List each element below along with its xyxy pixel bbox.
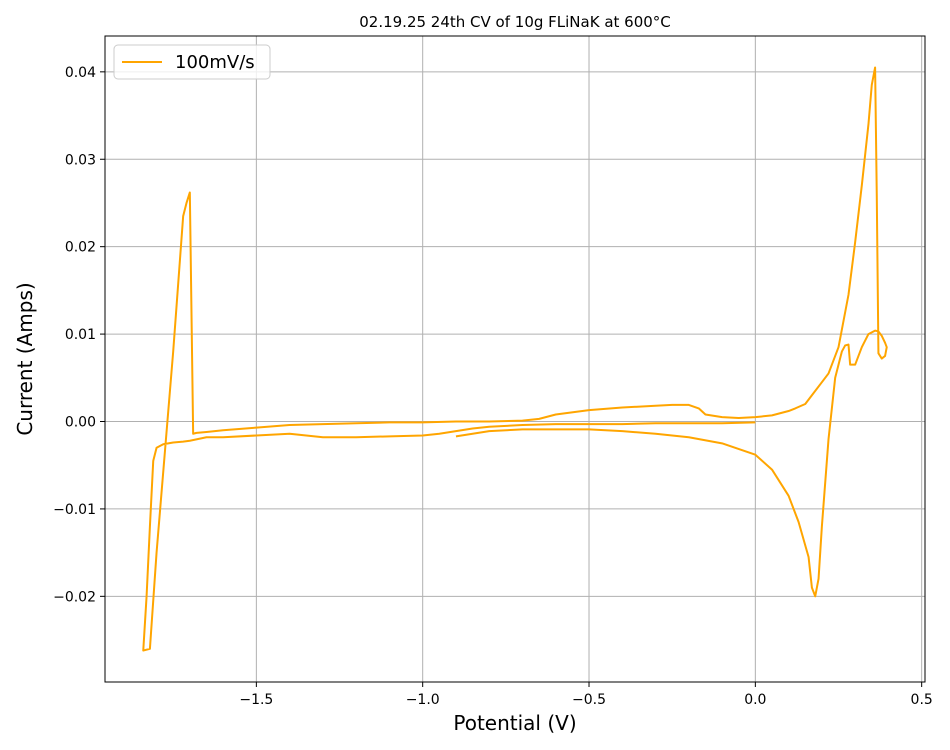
y-axis-ticks: −0.02 −0.01 0.00 0.01 0.02 0.03 0.04 [53,65,105,605]
legend: 100mV/s [113,44,271,80]
plot-frame [104,35,926,683]
y-tick-label: 0.02 [65,240,96,256]
y-tick-label: 0.03 [65,152,96,168]
y-gridlines [105,71,925,597]
x-tick-label: −1.0 [406,692,440,708]
x-axis-ticks: −1.5 −1.0 −0.5 0.0 0.5 [239,682,933,708]
legend-box [113,44,271,80]
x-tick-label: 0.5 [911,692,933,708]
y-axis-title: Current (Amps) [13,282,37,435]
chart-title: 02.19.25 24th CV of 10g FLiNaK at 600°C [359,13,671,31]
x-tick-label: −1.5 [239,692,273,708]
series-layer [142,66,888,652]
y-tick-label: −0.01 [53,502,96,518]
legend-label-100mv: 100mV/s [175,52,255,73]
x-gridlines [255,36,923,682]
series-line-0 [142,66,888,652]
x-tick-label: 0.0 [744,692,766,708]
x-tick-label: −0.5 [572,692,606,708]
y-tick-label: 0.04 [65,65,96,81]
x-axis-title: Potential (V) [453,711,576,735]
y-tick-label: 0.01 [65,327,96,343]
y-tick-label: 0.00 [65,415,96,431]
y-tick-label: −0.02 [53,589,96,605]
